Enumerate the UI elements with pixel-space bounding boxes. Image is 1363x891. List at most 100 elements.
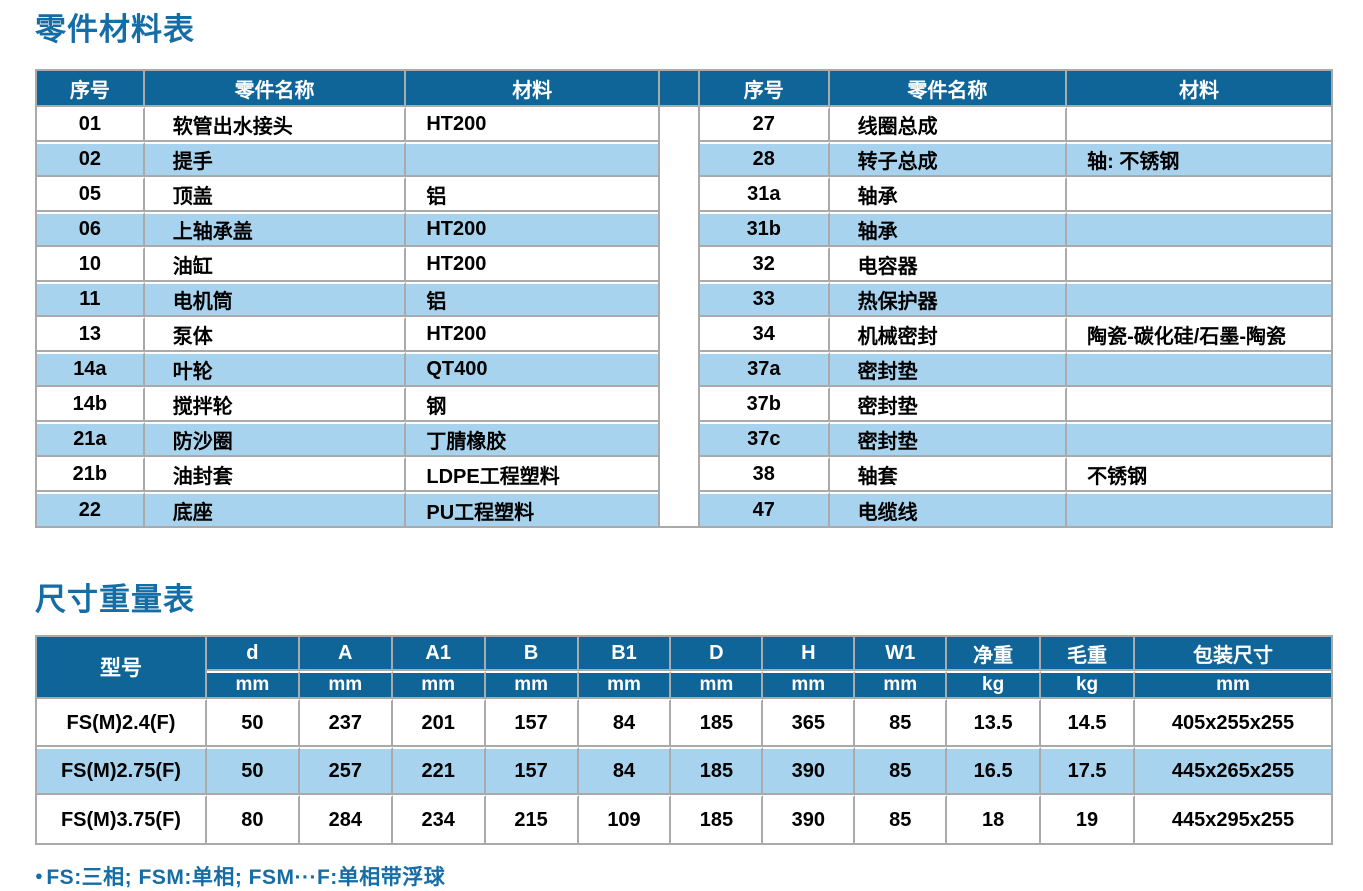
table-cell: 28 xyxy=(699,142,830,177)
table-row: 01 软管出水接头 HT200 xyxy=(37,107,659,142)
table-cell: 390 xyxy=(763,747,856,795)
table-row: FS(M)2.4(F) 50 237 201 157 84 185 365 85 13.5 14.5… xyxy=(37,699,1331,747)
table-cell: 底座 xyxy=(144,492,407,526)
table-row: 02 提手 xyxy=(37,142,659,177)
table-cell xyxy=(1067,282,1331,317)
table-cell: 搅拌轮 xyxy=(144,387,407,422)
footnote-text: FS:三相; FSM:单相; FSM···F:单相带浮球 xyxy=(46,866,446,889)
table-cell: 14a xyxy=(37,352,145,387)
table-cell: 02 xyxy=(37,142,145,177)
dimensions-section-title: 尺寸重量表 xyxy=(35,582,195,617)
table-row: 06 上轴承盖 HT200 xyxy=(37,212,659,247)
header-row: 序号 零件名称 材料 xyxy=(37,71,659,107)
table-cell: 铝 xyxy=(406,177,659,212)
table-row: FS(M)2.75(F) 50 257 221 157 84 185 390 85 16.5 17.… xyxy=(37,747,1331,795)
unit-cell: kg xyxy=(1041,671,1136,699)
table-row: 22 底座 PU工程塑料 xyxy=(37,492,659,526)
unit-cell: mm xyxy=(578,671,672,699)
table-cell: 109 xyxy=(578,795,672,843)
table-cell: 22 xyxy=(37,492,145,526)
table-cell: 185 xyxy=(671,699,764,747)
table-cell: 密封垫 xyxy=(829,352,1068,387)
table-cell: FS(M)2.4(F) xyxy=(37,699,207,747)
parts-section-title: 零件材料表 xyxy=(35,12,195,47)
table-row: 13 泵体 HT200 xyxy=(37,317,659,352)
table-cell: 31a xyxy=(699,177,830,212)
table-cell: 油缸 xyxy=(144,247,407,282)
col-header-package-size: 包装尺寸 xyxy=(1135,637,1331,671)
table-cell: 叶轮 xyxy=(144,352,407,387)
table-cell xyxy=(1067,387,1331,422)
parts-table-left-header: 序号 零件名称 材料 xyxy=(37,71,659,107)
table-cell xyxy=(406,142,659,177)
table-gap-body xyxy=(660,107,698,526)
table-cell: 01 xyxy=(37,107,145,142)
table-cell: 钢 xyxy=(406,387,659,422)
table-cell: 445x265x255 xyxy=(1135,747,1331,795)
table-cell xyxy=(1067,247,1331,282)
unit-cell: mm xyxy=(1135,671,1331,699)
table-cell: 19 xyxy=(1041,795,1136,843)
table-row: 31a 轴承 xyxy=(699,177,1331,212)
table-row: 11 电机筒铝 xyxy=(37,282,659,317)
table-cell: 85 xyxy=(855,747,948,795)
bullet-icon: ● xyxy=(35,868,44,883)
table-cell: 21a xyxy=(37,422,145,457)
parts-table-left: 序号 零件名称 材料 01 软管出水接头 HT200 02 提手 05 顶盖铝 06 上轴承盖 H… xyxy=(35,69,661,528)
table-cell xyxy=(1067,212,1331,247)
parts-table-right: 序号 零件名称 材料 27 线圈总成 28 转子总成 轴: 不锈钢 31a 轴承 31b 轴承 3… xyxy=(697,69,1333,528)
footnote: ● FS:三相; FSM:单相; FSM···F:单相带浮球 xyxy=(35,861,1333,891)
header-row: 序号 零件名称 材料 xyxy=(699,71,1331,107)
table-cell: 丁腈橡胶 xyxy=(406,422,659,457)
col-header-dd: D xyxy=(671,637,764,671)
unit-cell: mm xyxy=(392,671,486,699)
table-cell: 16.5 xyxy=(947,747,1042,795)
table-cell xyxy=(1067,177,1331,212)
table-cell: HT200 xyxy=(406,317,659,352)
table-cell: 14b xyxy=(37,387,145,422)
parts-material-tables: 序号 零件名称 材料 01 软管出水接头 HT200 02 提手 05 顶盖铝 06 上轴承盖 H… xyxy=(35,69,1333,528)
table-row: 14b 搅拌轮钢 xyxy=(37,387,659,422)
table-cell: 不锈钢 xyxy=(1067,457,1331,492)
table-cell: 34 xyxy=(699,317,830,352)
table-cell: 215 xyxy=(485,795,579,843)
col-header-index: 序号 xyxy=(699,71,830,107)
unit-cell: mm xyxy=(206,671,300,699)
table-cell: 提手 xyxy=(144,142,407,177)
dimensions-table-body: FS(M)2.4(F) 50 237 201 157 84 185 365 85 13.5 14.5… xyxy=(37,699,1331,843)
col-header-b: B xyxy=(485,637,579,671)
table-cell: QT400 xyxy=(406,352,659,387)
table-cell: 21b xyxy=(37,457,145,492)
unit-cell: mm xyxy=(485,671,579,699)
col-header-gross-weight: 毛重 xyxy=(1041,637,1136,671)
col-header-a: A xyxy=(299,637,393,671)
table-cell: 11 xyxy=(37,282,145,317)
table-cell: 电缆线 xyxy=(829,492,1068,526)
table-cell: 84 xyxy=(578,699,672,747)
col-header-material: 材料 xyxy=(1067,71,1331,107)
table-cell: 13.5 xyxy=(947,699,1042,747)
table-cell: 157 xyxy=(485,747,579,795)
unit-cell: mm xyxy=(855,671,948,699)
table-cell: 80 xyxy=(206,795,300,843)
table-cell: 405x255x255 xyxy=(1135,699,1331,747)
table-cell: PU工程塑料 xyxy=(406,492,659,526)
parts-table-left-body: 01 软管出水接头 HT200 02 提手 05 顶盖铝 06 上轴承盖 HT200 10 油缸 HT2… xyxy=(37,107,659,526)
table-row: 38 轴套 不锈钢 xyxy=(699,457,1331,492)
table-row: 32 电容器 xyxy=(699,247,1331,282)
table-cell: 密封垫 xyxy=(829,422,1068,457)
table-cell: 32 xyxy=(699,247,830,282)
table-row: 28 转子总成 轴: 不锈钢 xyxy=(699,142,1331,177)
table-cell: 电容器 xyxy=(829,247,1068,282)
table-cell: 201 xyxy=(392,699,486,747)
table-cell: 157 xyxy=(485,699,579,747)
table-cell xyxy=(1067,107,1331,142)
col-header-a1: A1 xyxy=(392,637,486,671)
unit-cell: kg xyxy=(947,671,1042,699)
table-cell: 50 xyxy=(206,699,300,747)
table-cell: 05 xyxy=(37,177,145,212)
table-cell: FS(M)2.75(F) xyxy=(37,747,207,795)
unit-cell: mm xyxy=(671,671,764,699)
table-cell: 铝 xyxy=(406,282,659,317)
